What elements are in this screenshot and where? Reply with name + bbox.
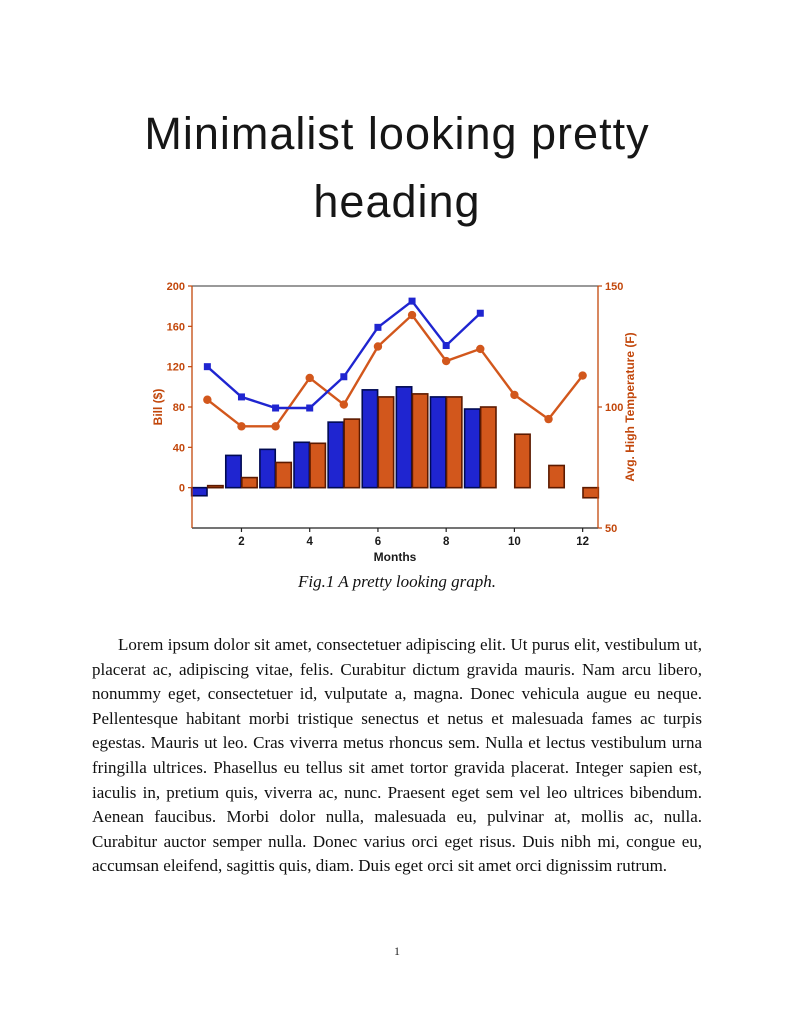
bill-bars [429,396,447,489]
x-tick-label: 10 [508,536,521,548]
temp-line-marker [578,371,587,380]
left-tick-label: 120 [167,362,185,374]
temp-line-marker [544,414,553,424]
usage-bars [411,393,429,489]
bill-line-marker [374,323,382,331]
bill-bars [293,441,311,489]
temp-line-marker [407,310,417,320]
bill-line [206,299,482,410]
bill-line-marker [272,404,280,412]
x-tick-label: 12 [576,536,589,548]
bill-bars [224,454,242,489]
bill-line-marker [408,297,416,305]
right-tick-label: 50 [605,523,617,535]
right-tick-label: 100 [605,402,623,414]
temp-line-marker [510,390,519,400]
usage-bars [582,486,600,499]
usage-bars [309,442,327,489]
temp-line-marker [271,422,280,431]
left-tick-label: 160 [167,321,185,333]
bill-bars [327,421,345,489]
usage-bars [241,476,258,489]
usage-bars [513,433,531,489]
temp-line-marker [441,356,451,366]
page-title-line2: heading [313,176,481,227]
usage-bars [343,418,361,489]
left-tick-label: 40 [173,442,185,454]
bill-bars [361,389,379,489]
usage-bars [479,406,497,489]
right-tick-label: 150 [605,281,623,293]
chart-svg: 0 40 80 120 160 200 50 100 150 2 4 6 8 10 12 Bill ($) Av… [151,281,637,564]
figure-caption: Fig.1 A pretty looking graph. [297,572,496,591]
temp-line-marker [373,342,383,351]
left-tick-label: 80 [173,402,185,414]
temp-line [206,313,584,428]
temp-line-marker [476,344,485,354]
right-axis-label: Avg. High Temperature (F) [623,332,637,481]
usage-bars [275,461,293,489]
temp-line-marker [237,422,246,431]
bill-bars [190,486,208,497]
page-title: Minimalist looking pretty heading [0,100,794,236]
bill-line-marker [476,309,484,317]
left-tick-label: 0 [179,483,185,495]
usage-bars [377,396,395,489]
x-tick-label: 4 [307,536,314,548]
temp-line-marker [305,373,314,383]
page-title-line1: Minimalist looking pretty [144,108,650,159]
figure-chart: 0 40 80 120 160 200 50 100 150 2 4 6 8 10 12 Bill ($) Av… [146,276,656,574]
usage-bars [445,396,463,489]
left-axis-label: Bill ($) [151,389,165,426]
body-paragraph: Lorem ipsum dolor sit amet, consectetuer… [92,635,702,876]
bill-bars [395,386,413,489]
bill-line-marker [237,393,245,401]
bill-bars [463,408,481,489]
bill-line-marker [442,341,450,349]
temp-line-marker [339,400,349,409]
left-tick-label: 200 [167,281,185,293]
x-tick-label: 6 [375,536,381,548]
x-tick-label: 2 [238,536,244,548]
temp-line-marker [203,395,212,404]
usage-bars [548,464,566,489]
x-tick-label: 8 [443,536,450,548]
bill-line-marker [306,404,314,412]
bill-line-marker [203,363,211,371]
bill-bars [259,448,277,489]
page-number: 1 [394,944,400,958]
usage-bars [206,484,224,489]
x-axis-label: Months [374,550,417,564]
bill-line-marker [340,373,348,381]
